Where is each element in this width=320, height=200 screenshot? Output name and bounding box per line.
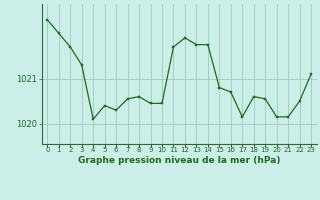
X-axis label: Graphe pression niveau de la mer (hPa): Graphe pression niveau de la mer (hPa)	[78, 156, 280, 165]
